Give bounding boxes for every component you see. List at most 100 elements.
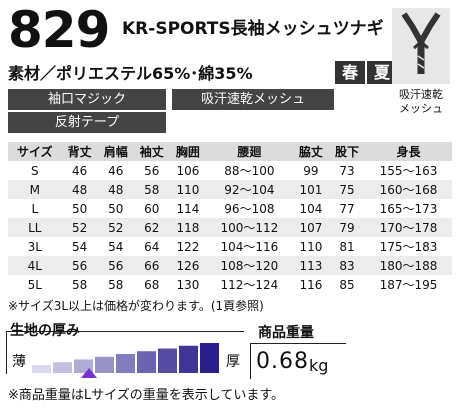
table-cell: 58	[108, 277, 124, 292]
table-cell: 58	[71, 277, 88, 292]
table-cell: 155～163	[379, 164, 438, 178]
size-table-header: サイズ 背丈 肩幅 袖丈 胸囲 腰廻 脇丈 股下 身長	[8, 142, 452, 161]
thickness-bracket	[6, 331, 244, 374]
weight-note: ※商品重量はLサイズの重量を表示しています。	[8, 388, 285, 403]
quick-dry-mesh-icon	[392, 8, 450, 84]
product-code: 829	[8, 1, 110, 59]
table-cell: 104～116	[220, 240, 279, 254]
table-row: M 48 48 58 110 92～104 101 75 160～168	[8, 180, 452, 199]
col-inseam: 股下	[328, 142, 366, 161]
thickness-bar	[137, 351, 156, 373]
table-cell: 50	[71, 201, 88, 216]
table-cell: 64	[144, 239, 160, 254]
thickness-label: 生地の厚み	[10, 323, 80, 339]
table-cell: 56	[97, 256, 134, 275]
table-cell: 46	[108, 163, 124, 178]
thickness-bar	[32, 365, 51, 373]
thickness-bar	[116, 354, 135, 373]
table-cell: 175～183	[379, 240, 438, 254]
thickness-thick-label: 厚	[226, 354, 240, 370]
table-cell: 92～104	[205, 180, 293, 199]
thickness-bar	[158, 348, 177, 373]
table-row: S 46 46 56 106 88～100 99 73 155～163	[8, 161, 452, 180]
material-text: 素材／ポリエステル65%･綿35%	[8, 64, 253, 83]
table-cell: 52	[97, 218, 134, 237]
col-waist: 腰廻	[205, 142, 293, 161]
feature-badge-quick-dry-mesh: 吸汗速乾メッシュ	[172, 89, 334, 110]
table-cell: M	[8, 180, 62, 199]
table-cell: 60	[144, 201, 160, 216]
feature-badge-reflective-tape: 反射テープ	[8, 112, 166, 133]
thickness-bar	[179, 345, 198, 373]
table-cell: 107	[292, 218, 329, 237]
table-cell: 85	[339, 277, 355, 292]
col-back-length: 背丈	[61, 142, 98, 161]
table-cell: 88～100	[224, 164, 275, 178]
table-cell: 130	[176, 277, 200, 292]
feature-badge-cuff-velcro: 袖口マジック	[8, 89, 166, 110]
thickness-marker-icon	[81, 368, 97, 378]
table-cell: L	[31, 201, 39, 216]
table-cell: LL	[8, 218, 62, 237]
table-cell: 106	[176, 163, 200, 178]
thickness-gradient-bars	[32, 343, 219, 373]
table-cell: 110	[299, 239, 323, 254]
table-cell: 81	[339, 239, 355, 254]
table-cell: 126	[169, 256, 206, 275]
table-cell: 5L	[27, 277, 42, 292]
table-cell: 62	[133, 218, 170, 237]
thickness-bar	[95, 356, 114, 373]
table-cell: 108～120	[205, 256, 293, 275]
table-cell: 50	[108, 201, 124, 216]
table-cell: 54	[71, 239, 88, 254]
table-cell: 54	[108, 239, 124, 254]
col-sleeve: 袖丈	[133, 142, 170, 161]
col-shoulder: 肩幅	[97, 142, 134, 161]
table-cell: 56	[61, 256, 98, 275]
col-side-length: 脇丈	[292, 142, 329, 161]
table-row: 5L 58 58 68 130 112～124 116 85 187～195	[8, 275, 452, 294]
col-height: 身長	[365, 142, 452, 161]
table-cell: 112～124	[220, 278, 279, 292]
col-chest: 胸囲	[169, 142, 206, 161]
table-cell: 83	[328, 256, 366, 275]
table-cell: 100～112	[205, 218, 293, 237]
table-cell: 96～108	[224, 202, 275, 216]
table-cell: 48	[61, 180, 98, 199]
table-cell: 4L	[8, 256, 62, 275]
weight-divider-h	[250, 343, 346, 344]
table-cell: 66	[133, 256, 170, 275]
weight-divider-v	[250, 343, 251, 379]
size-table: サイズ 背丈 肩幅 袖丈 胸囲 腰廻 脇丈 股下 身長 S 46 46 56 106 88…	[8, 142, 452, 294]
table-cell: 58	[133, 180, 170, 199]
weight-unit: kg	[309, 356, 329, 375]
table-cell: 101	[292, 180, 329, 199]
season-badge-summer: 夏	[367, 61, 397, 84]
table-cell: 180～188	[365, 256, 452, 275]
table-cell: 48	[97, 180, 134, 199]
table-cell: 3L	[27, 239, 42, 254]
table-cell: 160～168	[365, 180, 452, 199]
table-cell: 104	[299, 201, 323, 216]
table-cell: 77	[339, 201, 355, 216]
table-cell: 170～178	[365, 218, 452, 237]
table-row: 4L 56 56 66 126 108～120 113 83 180～188	[8, 256, 452, 275]
weight-value: 0.68	[256, 349, 309, 374]
product-name: KR-SPORTS長袖メッシュツナギ	[122, 19, 384, 39]
table-row: LL 52 52 62 118 100～112 107 79 170～178	[8, 218, 452, 237]
thickness-bar	[53, 362, 72, 373]
table-cell: 79	[328, 218, 366, 237]
thickness-thin-label: 薄	[12, 354, 26, 370]
table-cell: 52	[61, 218, 98, 237]
table-row: L 50 50 60 114 96～108 104 77 165～173	[8, 199, 452, 218]
table-cell: S	[30, 163, 39, 178]
weight-label: 商品重量	[258, 325, 314, 341]
table-cell: 68	[144, 277, 160, 292]
table-cell: 165～173	[379, 202, 438, 216]
icon-caption: 吸汗速乾 メッシュ	[399, 88, 443, 115]
table-cell: 113	[292, 256, 329, 275]
table-cell: 56	[144, 163, 160, 178]
size-price-note: ※サイズ3L以上は価格が変わります。(1頁参照)	[8, 299, 264, 313]
col-size: サイズ	[8, 142, 62, 161]
table-cell: 46	[71, 163, 88, 178]
